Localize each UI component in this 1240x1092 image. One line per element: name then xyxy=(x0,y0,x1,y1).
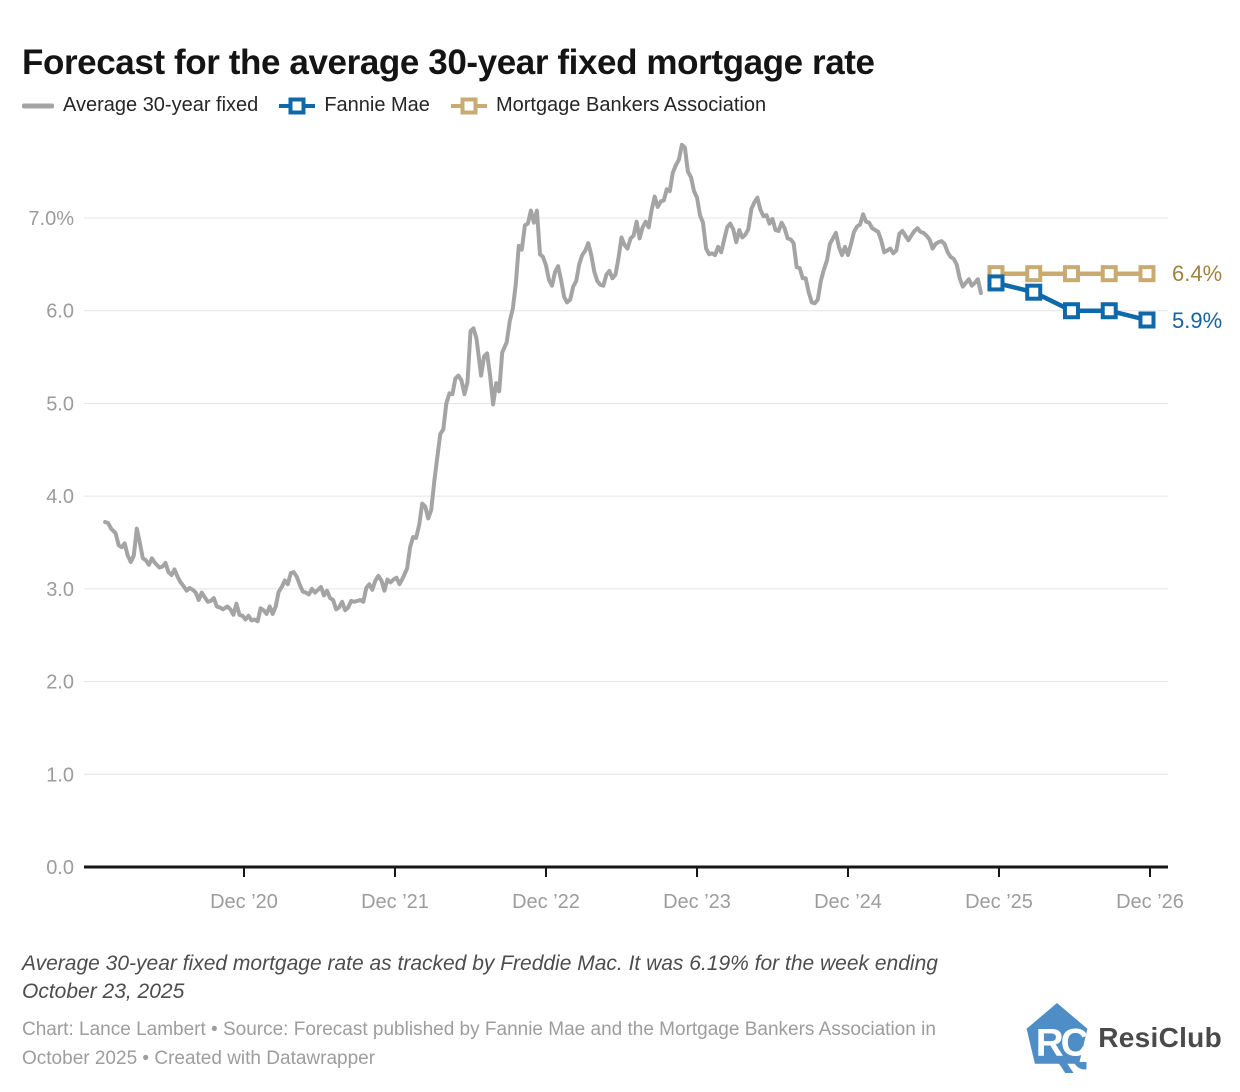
resiclub-wordmark: ResiClub xyxy=(1098,1022,1222,1053)
legend-label: Average 30-year fixed xyxy=(63,94,259,116)
data-point-marker xyxy=(1025,283,1043,301)
legend-item-fannie-mae: Fannie Mae xyxy=(279,94,430,117)
resiclub-logo[interactable]: R C ResiClub xyxy=(1026,1003,1222,1073)
legend-label: Mortgage Bankers Association xyxy=(495,94,767,116)
mba-end-value-label: 6.4% xyxy=(1172,261,1222,286)
data-point-marker xyxy=(1100,265,1118,283)
resiclub-house-icon: R C xyxy=(1026,1003,1088,1073)
data-point-marker xyxy=(1025,265,1043,283)
chart-credit: Chart: Lance Lambert • Source: Forecast … xyxy=(22,1019,936,1069)
page-title: Forecast for the average 30-year fixed m… xyxy=(22,43,875,83)
legend-item-average-30-year-fixed: Average 30-year fixed xyxy=(22,94,258,117)
y-axis-tick-label: 4.0 xyxy=(46,486,74,508)
y-axis-tick-label: 7.0% xyxy=(28,208,74,230)
data-point-marker xyxy=(1062,265,1080,283)
y-axis-tick-label: 3.0 xyxy=(46,579,74,601)
svg-text:C: C xyxy=(1061,1022,1088,1065)
x-axis-tick-label: Dec ’24 xyxy=(814,891,882,913)
mortgage-rate-line-chart: 7.0% 6.0 5.0 4.0 3.0 2.0 1.0 0.0 Dec ’20 Dec ’21 D… xyxy=(28,142,1222,913)
fannie-mae-end-value-label: 5.9% xyxy=(1172,308,1222,333)
data-point-marker xyxy=(1138,265,1156,283)
square-swatch-icon xyxy=(279,97,316,114)
data-point-marker xyxy=(1100,302,1118,320)
x-axis-tick-label: Dec ’22 xyxy=(512,891,580,913)
series-line-average-30-year-fixed xyxy=(103,142,983,624)
data-point-marker xyxy=(1138,311,1156,329)
y-axis-tick-label: 6.0 xyxy=(46,301,74,323)
y-axis-tick-label: 5.0 xyxy=(46,393,74,415)
axes: 7.0% 6.0 5.0 4.0 3.0 2.0 1.0 0.0 Dec ’20 Dec ’21 D… xyxy=(28,208,1184,913)
legend-item-mortgage-bankers-association: Mortgage Bankers Association xyxy=(450,94,767,117)
data-point-marker xyxy=(987,274,1005,292)
x-axis-tick-label: Dec ’25 xyxy=(965,891,1033,913)
x-axis-tick-label: Dec ’20 xyxy=(210,891,278,913)
svg-text:R: R xyxy=(1036,1022,1064,1065)
x-axis-tick-label: Dec ’26 xyxy=(1116,891,1184,913)
data-point-marker xyxy=(1062,302,1080,320)
chart-note: Average 30-year fixed mortgage rate as t… xyxy=(22,952,938,1003)
x-axis-tick-label: Dec ’21 xyxy=(361,891,429,913)
gridlines xyxy=(84,217,1168,775)
chart-series xyxy=(103,142,1156,624)
y-axis-tick-label: 0.0 xyxy=(46,857,74,879)
x-axis-tick-label: Dec ’23 xyxy=(663,891,731,913)
y-axis-tick-label: 2.0 xyxy=(46,672,74,694)
legend: Average 30-year fixed Fannie Mae Mortgag… xyxy=(22,94,766,117)
square-swatch-icon xyxy=(450,97,487,114)
legend-label: Fannie Mae xyxy=(324,94,430,116)
y-axis-tick-label: 1.0 xyxy=(46,764,74,786)
line-swatch-icon xyxy=(22,103,54,108)
